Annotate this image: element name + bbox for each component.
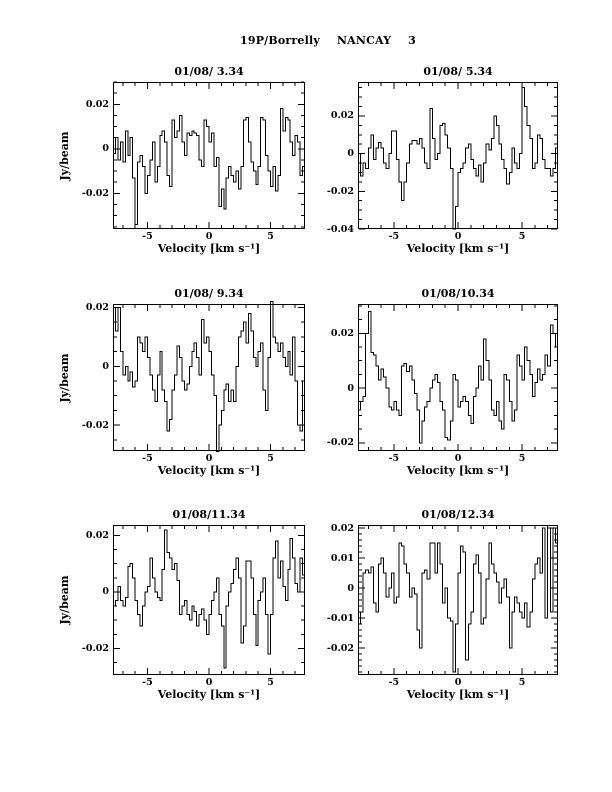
page-number: 3 xyxy=(408,34,416,47)
x-tick-label: 5 xyxy=(267,231,274,242)
y-tick-label: 0.02 xyxy=(330,327,354,339)
x-axis-label: Velocity [km s⁻¹] xyxy=(157,688,261,701)
spectrum-trace xyxy=(113,529,305,669)
y-tick-label: 0 xyxy=(102,143,109,155)
spectrum-panel-2: 01/08/ 5.34 Velocity [km s⁻¹] 0.02 0 -0.02… xyxy=(327,65,558,255)
plot-frame xyxy=(358,304,558,451)
y-tick-label: 0 xyxy=(102,586,109,598)
y-axis-label: Jy/beam xyxy=(57,575,71,625)
x-axis-label: Velocity [km s⁻¹] xyxy=(406,242,510,255)
x-tick-label: 5 xyxy=(518,677,526,688)
y-tick-label: -0.02 xyxy=(326,437,354,449)
x-axis-label: Velocity [km s⁻¹] xyxy=(157,464,261,477)
spectrum-plot xyxy=(113,81,305,229)
x-tick-label: 5 xyxy=(518,453,526,464)
y-tick-label: -0.01 xyxy=(326,612,354,624)
spectrum-panel-4: 01/08/10.34 Velocity [km s⁻¹] 0.02 0 -0.02… xyxy=(327,287,558,477)
spectrum-plot xyxy=(113,525,305,675)
y-axis-label: Jy/beam xyxy=(57,352,71,403)
figure-header: 19P/Borrelly NANCAY 3 xyxy=(240,34,416,47)
y-tick-label: 0.02 xyxy=(85,529,109,541)
telescope-name: NANCAY xyxy=(336,34,392,47)
spectrum-plot xyxy=(113,301,305,453)
x-tick-label: 5 xyxy=(267,677,274,688)
spectrum-plot xyxy=(358,525,558,675)
y-tick-label: -0.02 xyxy=(326,642,354,654)
y-tick-label: 0 xyxy=(347,582,354,594)
x-tick-label: -5 xyxy=(142,231,153,242)
spectrum-panel-1: 01/08/ 3.34 Jy/beam Velocity [km s⁻¹] 0.… xyxy=(58,65,305,255)
y-tick-label: 0 xyxy=(347,382,354,394)
x-tick-label: 0 xyxy=(454,231,462,242)
y-tick-label: -0.02 xyxy=(81,642,109,654)
y-tick-label: 0.01 xyxy=(330,552,354,564)
y-tick-label: -0.02 xyxy=(81,187,109,199)
plot-frame xyxy=(113,82,305,229)
spectrum-trace xyxy=(113,301,305,453)
panel-title: 01/08/ 9.34 xyxy=(174,287,244,300)
x-tick-label: 5 xyxy=(267,453,274,464)
spectrum-trace xyxy=(358,527,558,673)
plot-frame xyxy=(358,525,558,675)
y-tick-label: 0 xyxy=(102,360,109,372)
spectrum-panel-6: 01/08/12.34 Velocity [km s⁻¹] 0.02 0.01 0 -… xyxy=(327,508,558,701)
spectrum-trace xyxy=(113,108,305,226)
y-tick-label: -0.02 xyxy=(81,419,109,431)
x-tick-label: 0 xyxy=(205,453,213,464)
x-tick-label: 5 xyxy=(518,231,526,242)
plot-frame xyxy=(358,82,558,229)
x-tick-label: -5 xyxy=(388,453,400,464)
spectrum-panel-5: 01/08/11.34 Jy/beam Velocity [km s⁻¹] 0.… xyxy=(58,508,305,701)
y-tick-label: 0 xyxy=(347,148,354,160)
y-tick-label: 0.02 xyxy=(330,110,354,122)
spectrum-plot xyxy=(358,304,558,451)
panel-title: 01/08/11.34 xyxy=(172,508,246,521)
x-tick-label: -5 xyxy=(388,677,400,688)
y-tick-label: -0.04 xyxy=(326,223,354,235)
x-tick-label: 0 xyxy=(205,231,213,242)
y-tick-label: 0.02 xyxy=(330,522,354,534)
spectrum-plot xyxy=(358,82,558,230)
x-tick-label: -5 xyxy=(142,453,153,464)
x-tick-label: -5 xyxy=(142,677,153,688)
panel-title: 01/08/ 5.34 xyxy=(423,65,493,78)
plot-frame xyxy=(113,525,305,675)
x-axis-label: Velocity [km s⁻¹] xyxy=(157,242,261,255)
panel-title: 01/08/ 3.34 xyxy=(174,65,244,78)
y-tick-label: -0.02 xyxy=(326,185,354,197)
x-tick-label: 0 xyxy=(454,453,462,464)
panel-title: 01/08/10.34 xyxy=(421,287,495,300)
plot-frame xyxy=(113,304,305,451)
spectrum-panel-3: 01/08/ 9.34 Jy/beam Velocity [km s⁻¹] 0.… xyxy=(58,287,305,477)
x-tick-label: -5 xyxy=(388,231,400,242)
panel-title: 01/08/12.34 xyxy=(421,508,495,521)
spectrum-trace xyxy=(358,87,558,230)
x-axis-label: Velocity [km s⁻¹] xyxy=(406,464,510,477)
object-name: 19P/Borrelly xyxy=(240,34,320,47)
x-tick-label: 0 xyxy=(205,677,213,688)
spectrum-trace xyxy=(358,310,558,444)
y-tick-label: 0.02 xyxy=(85,98,109,110)
x-tick-label: 0 xyxy=(454,677,462,688)
y-axis-label: Jy/beam xyxy=(57,130,71,181)
x-axis-label: Velocity [km s⁻¹] xyxy=(406,688,510,701)
y-tick-label: 0.02 xyxy=(85,302,109,314)
